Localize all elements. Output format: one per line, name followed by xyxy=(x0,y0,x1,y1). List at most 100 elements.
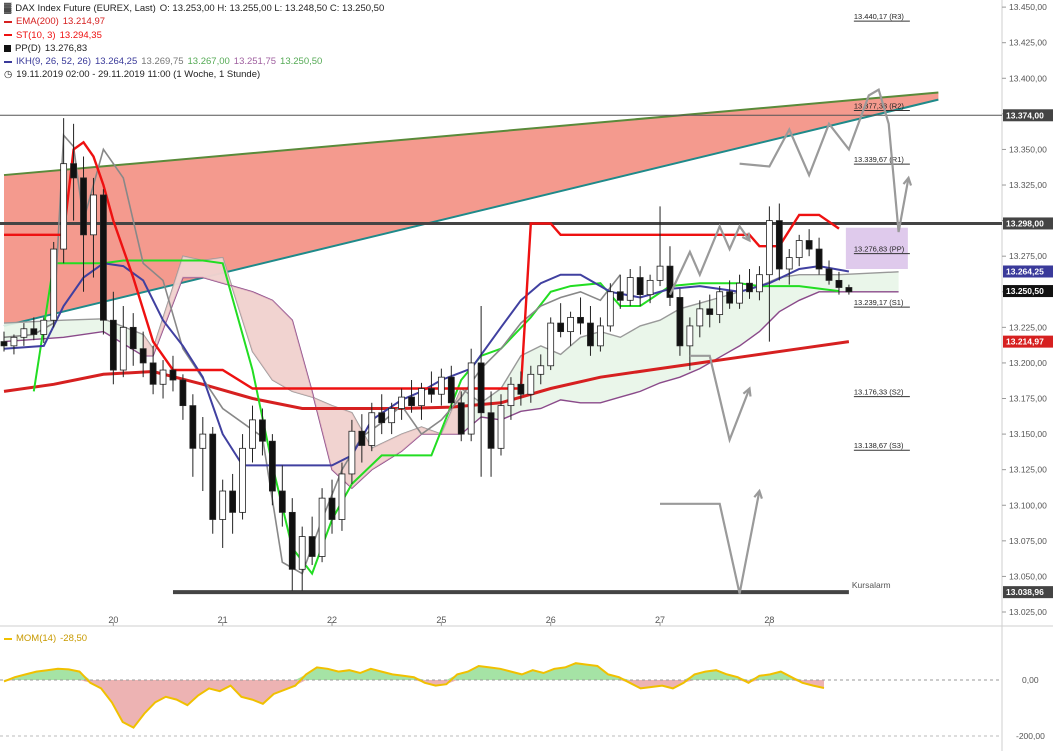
candle-body[interactable] xyxy=(418,388,425,407)
candle-body[interactable] xyxy=(597,325,604,347)
candle-body[interactable] xyxy=(40,319,48,335)
ema200-line[interactable] xyxy=(3,340,850,410)
wedge-upper-line[interactable] xyxy=(3,91,939,177)
candle-body[interactable] xyxy=(149,362,157,385)
candle-body[interactable] xyxy=(497,405,505,449)
candle-body[interactable] xyxy=(815,248,823,270)
candle-body[interactable] xyxy=(487,412,495,449)
candle-body[interactable] xyxy=(199,433,207,449)
legend-pp-row[interactable]: PP(D) 13.276,83 xyxy=(4,42,384,55)
candle-body[interactable] xyxy=(179,379,187,407)
supertrend-line[interactable] xyxy=(4,140,840,390)
candle-body[interactable] xyxy=(338,473,346,520)
candle-body[interactable] xyxy=(835,279,843,288)
mom-legend[interactable]: MOM(14) -28,50 xyxy=(4,633,87,644)
candle-body[interactable] xyxy=(378,412,386,424)
projection-path-alarm[interactable] xyxy=(660,490,761,594)
candle-body[interactable] xyxy=(467,362,475,435)
candle-body[interactable] xyxy=(80,177,87,236)
candle-body[interactable] xyxy=(517,383,525,395)
candle-body[interactable] xyxy=(209,433,217,520)
candle-body[interactable] xyxy=(547,322,555,367)
candle-body[interactable] xyxy=(0,341,8,347)
projection-path-mid[interactable] xyxy=(669,223,751,296)
candle-body[interactable] xyxy=(696,308,704,327)
candle-body[interactable] xyxy=(20,328,28,338)
candle-body[interactable] xyxy=(30,328,38,335)
chart-type-icon[interactable]: ▓ xyxy=(4,3,12,14)
candle-body[interactable] xyxy=(119,326,127,371)
candle-body[interactable] xyxy=(328,497,336,520)
candle-body[interactable] xyxy=(239,447,246,513)
candle-body[interactable] xyxy=(557,322,565,333)
candle-body[interactable] xyxy=(447,376,455,404)
candle-body[interactable] xyxy=(616,291,624,301)
candle-body[interactable] xyxy=(10,336,18,347)
candle-body[interactable] xyxy=(268,440,276,492)
candle-body[interactable] xyxy=(308,536,316,557)
candle-body[interactable] xyxy=(90,194,97,236)
candle-body[interactable] xyxy=(368,412,376,446)
candle-body[interactable] xyxy=(775,220,783,270)
candle-body[interactable] xyxy=(825,268,833,281)
candle-body[interactable] xyxy=(398,396,405,409)
candle-body[interactable] xyxy=(348,430,356,475)
projection-path-down[interactable] xyxy=(689,354,751,444)
candle-body[interactable] xyxy=(686,325,694,347)
candle-body[interactable] xyxy=(139,348,147,364)
candle-body[interactable] xyxy=(567,316,574,333)
candle-body[interactable] xyxy=(278,490,286,513)
candle-body[interactable] xyxy=(726,291,734,304)
candle-body[interactable] xyxy=(169,369,177,381)
candle-body[interactable] xyxy=(626,277,634,301)
candle-body[interactable] xyxy=(636,277,644,296)
candle-body[interactable] xyxy=(159,369,167,385)
legend-st-row[interactable]: ST(10, 3) 13.294,35 xyxy=(4,29,384,42)
candle-body[interactable] xyxy=(716,291,724,315)
candle-body[interactable] xyxy=(765,220,773,276)
candle-body[interactable] xyxy=(746,282,753,293)
projection-path-up[interactable] xyxy=(739,88,910,233)
candle-body[interactable] xyxy=(676,297,684,347)
candle-body[interactable] xyxy=(60,163,68,250)
candle-body[interactable] xyxy=(756,274,763,293)
wedge-lower-line[interactable] xyxy=(3,98,939,327)
candle-body[interactable] xyxy=(100,194,107,321)
candle-body[interactable] xyxy=(288,511,296,570)
candle-body[interactable] xyxy=(477,362,485,414)
candle-body[interactable] xyxy=(646,279,654,296)
candle-body[interactable] xyxy=(587,322,594,347)
candle-body[interactable] xyxy=(845,287,853,293)
candle-body[interactable] xyxy=(229,490,237,513)
tenkan-sen-line[interactable] xyxy=(3,262,850,467)
candle-body[interactable] xyxy=(805,240,813,250)
candle-body[interactable] xyxy=(785,257,793,270)
legend-ikh-row[interactable]: IKH(9, 26, 52, 26) 13.264,25 13.269,75 1… xyxy=(4,55,384,68)
candle-body[interactable] xyxy=(537,365,545,375)
candle-body[interactable] xyxy=(736,282,743,304)
candle-body[interactable] xyxy=(358,430,366,446)
candle-body[interactable] xyxy=(507,383,515,407)
candle-body[interactable] xyxy=(219,490,227,520)
candle-body[interactable] xyxy=(249,419,256,449)
candle-body[interactable] xyxy=(577,316,584,324)
candle-body[interactable] xyxy=(388,408,396,424)
candle-body[interactable] xyxy=(259,419,266,442)
candle-body[interactable] xyxy=(50,248,58,321)
candle-body[interactable] xyxy=(298,536,306,570)
candle-body[interactable] xyxy=(457,402,465,435)
candle-body[interactable] xyxy=(189,405,197,449)
candle-body[interactable] xyxy=(109,319,117,371)
candle-body[interactable] xyxy=(666,265,674,298)
candle-body[interactable] xyxy=(129,326,137,350)
candle-body[interactable] xyxy=(795,240,803,259)
candle-body[interactable] xyxy=(318,497,326,557)
candle-body[interactable] xyxy=(437,376,445,395)
candle-body[interactable] xyxy=(428,388,435,395)
candle-body[interactable] xyxy=(527,373,535,395)
legend-ema-row[interactable]: EMA(200) 13.214,97 xyxy=(4,15,384,28)
momentum-line[interactable] xyxy=(3,662,825,729)
candle-body[interactable] xyxy=(606,291,614,327)
candle-body[interactable] xyxy=(656,265,664,281)
